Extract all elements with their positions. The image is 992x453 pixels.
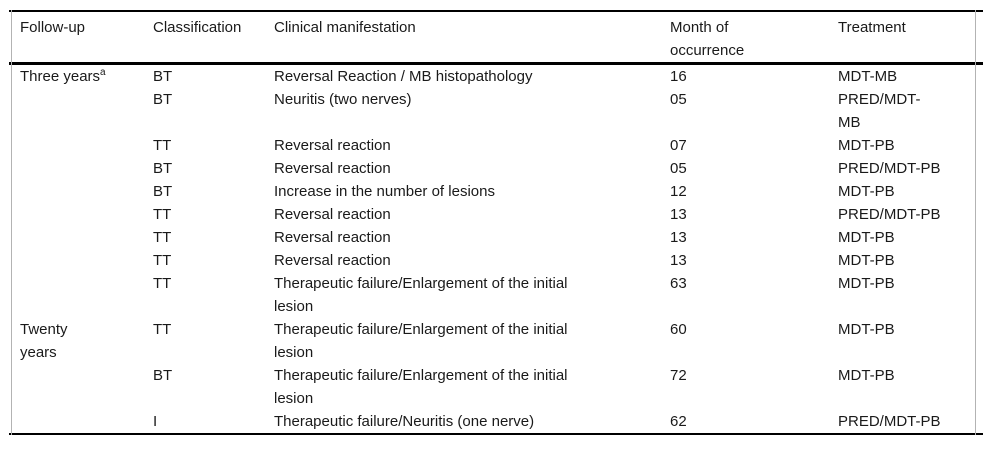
cell-classification: BT <box>153 68 173 85</box>
cell-clinical-manifestation: Neuritis (two nerves) <box>274 91 412 108</box>
cell-classification: BT <box>153 183 173 200</box>
cell-clinical-manifestation: Therapeutic failure/Enlargement of the i… <box>274 367 568 407</box>
cell-clinical-manifestation: Reversal reaction <box>274 160 391 177</box>
cell-follow-up <box>9 226 153 249</box>
cell-treatment: MDT-PB <box>838 275 895 292</box>
follow-up-treatment-table: Follow-up Classification Clinical manife… <box>9 10 983 435</box>
cell-treatment: MDT-PB <box>838 137 895 154</box>
cell-clinical-manifestation: Reversal Reaction / MB histopathology <box>274 68 533 85</box>
cell-clinical-manifestation: Reversal reaction <box>274 252 391 269</box>
cell-month-of-occurrence: 05 <box>670 160 687 177</box>
cell-follow-up: Twenty years <box>9 318 153 364</box>
cell-month-of-occurrence: 13 <box>670 206 687 223</box>
table-row: I Therapeutic failure/Neuritis (one nerv… <box>9 410 983 434</box>
cell-treatment: PRED/MDT-PB <box>838 413 941 430</box>
cell-month-of-occurrence: 60 <box>670 321 687 338</box>
cell-classification: BT <box>153 160 173 177</box>
cell-treatment: MDT-MB <box>838 68 898 85</box>
cell-treatment: MDT-PB <box>838 367 895 384</box>
paper-table: Follow-up Classification Clinical manife… <box>9 10 983 435</box>
cell-follow-up <box>9 203 153 226</box>
cell-classification: BT <box>153 91 173 108</box>
table-row: Three yearsa BT Reversal Reaction / MB h… <box>9 64 983 89</box>
cell-follow-up <box>9 364 153 410</box>
cell-treatment: MDT-PB <box>838 229 895 246</box>
cell-month-of-occurrence: 05 <box>670 91 687 108</box>
table-body: Three yearsa BT Reversal Reaction / MB h… <box>9 64 983 435</box>
cell-treatment: MDT-PB <box>838 183 895 200</box>
cell-treatment: PRED/MDT-PB <box>838 160 941 177</box>
cell-clinical-manifestation: Reversal reaction <box>274 137 391 154</box>
cell-classification: TT <box>153 252 172 269</box>
cell-clinical-manifestation: Therapeutic failure/Enlargement of the i… <box>274 275 568 315</box>
table-row: Twenty years TT Therapeutic failure/Enla… <box>9 318 983 364</box>
header-row: Follow-up Classification Clinical manife… <box>9 11 983 65</box>
column-header-treatment: Treatment <box>838 11 983 65</box>
cell-clinical-manifestation: Reversal reaction <box>274 229 391 246</box>
cell-clinical-manifestation: Increase in the number of lesions <box>274 183 495 200</box>
cell-follow-up <box>9 272 153 318</box>
table-row: TT Reversal reaction 13 PRED/MDT-PB <box>9 203 983 226</box>
cell-classification: TT <box>153 275 172 292</box>
cell-treatment: MDT-PB <box>838 321 895 338</box>
column-header-follow-up: Follow-up <box>9 11 153 65</box>
cell-classification: TT <box>153 229 172 246</box>
table-row: TT Reversal reaction 13 MDT-PB <box>9 249 983 272</box>
follow-up-text: Three years <box>20 68 101 85</box>
cell-clinical-manifestation: Therapeutic failure/Enlargement of the i… <box>274 321 568 361</box>
table-row: BT Reversal reaction 05 PRED/MDT-PB <box>9 157 983 180</box>
cell-follow-up <box>9 249 153 272</box>
cell-classification: TT <box>153 137 172 154</box>
cell-classification: BT <box>153 367 173 384</box>
cell-classification: TT <box>153 206 172 223</box>
cell-follow-up <box>9 180 153 203</box>
cell-classification: TT <box>153 321 172 338</box>
table-row: BT Neuritis (two nerves) 05 PRED/MDT- MB <box>9 88 983 134</box>
cell-follow-up <box>9 88 153 134</box>
cell-month-of-occurrence: 16 <box>670 68 687 85</box>
table-row: BT Therapeutic failure/Enlargement of th… <box>9 364 983 410</box>
cell-follow-up <box>9 157 153 180</box>
cell-treatment: MDT-PB <box>838 252 895 269</box>
cell-month-of-occurrence: 07 <box>670 137 687 154</box>
table-frame-line-right <box>975 10 976 435</box>
table-header: Follow-up Classification Clinical manife… <box>9 11 983 65</box>
cell-month-of-occurrence: 12 <box>670 183 687 200</box>
column-header-month-of-occurrence: Month of occurrence <box>670 11 838 65</box>
cell-month-of-occurrence: 62 <box>670 413 687 430</box>
follow-up-text: Twenty years <box>20 321 68 361</box>
table-row: BT Increase in the number of lesions 12 … <box>9 180 983 203</box>
cell-treatment: PRED/MDT-PB <box>838 206 941 223</box>
cell-classification: I <box>153 413 158 430</box>
table-frame-line-left <box>11 10 12 435</box>
table-row: TT Reversal reaction 07 MDT-PB <box>9 134 983 157</box>
column-header-clinical-manifestation: Clinical manifestation <box>274 11 670 65</box>
cell-follow-up <box>9 410 153 434</box>
cell-month-of-occurrence: 13 <box>670 252 687 269</box>
table-row: TT Reversal reaction 13 MDT-PB <box>9 226 983 249</box>
cell-month-of-occurrence: 13 <box>670 229 687 246</box>
cell-month-of-occurrence: 63 <box>670 275 687 292</box>
cell-clinical-manifestation: Reversal reaction <box>274 206 391 223</box>
footnote-marker: a <box>100 67 106 78</box>
cell-treatment: PRED/MDT- MB <box>838 91 921 131</box>
column-header-classification: Classification <box>153 11 274 65</box>
cell-clinical-manifestation: Therapeutic failure/Neuritis (one nerve) <box>274 413 535 430</box>
cell-follow-up <box>9 134 153 157</box>
table-row: TT Therapeutic failure/Enlargement of th… <box>9 272 983 318</box>
cell-follow-up: Three yearsa <box>9 64 153 89</box>
cell-month-of-occurrence: 72 <box>670 367 687 384</box>
